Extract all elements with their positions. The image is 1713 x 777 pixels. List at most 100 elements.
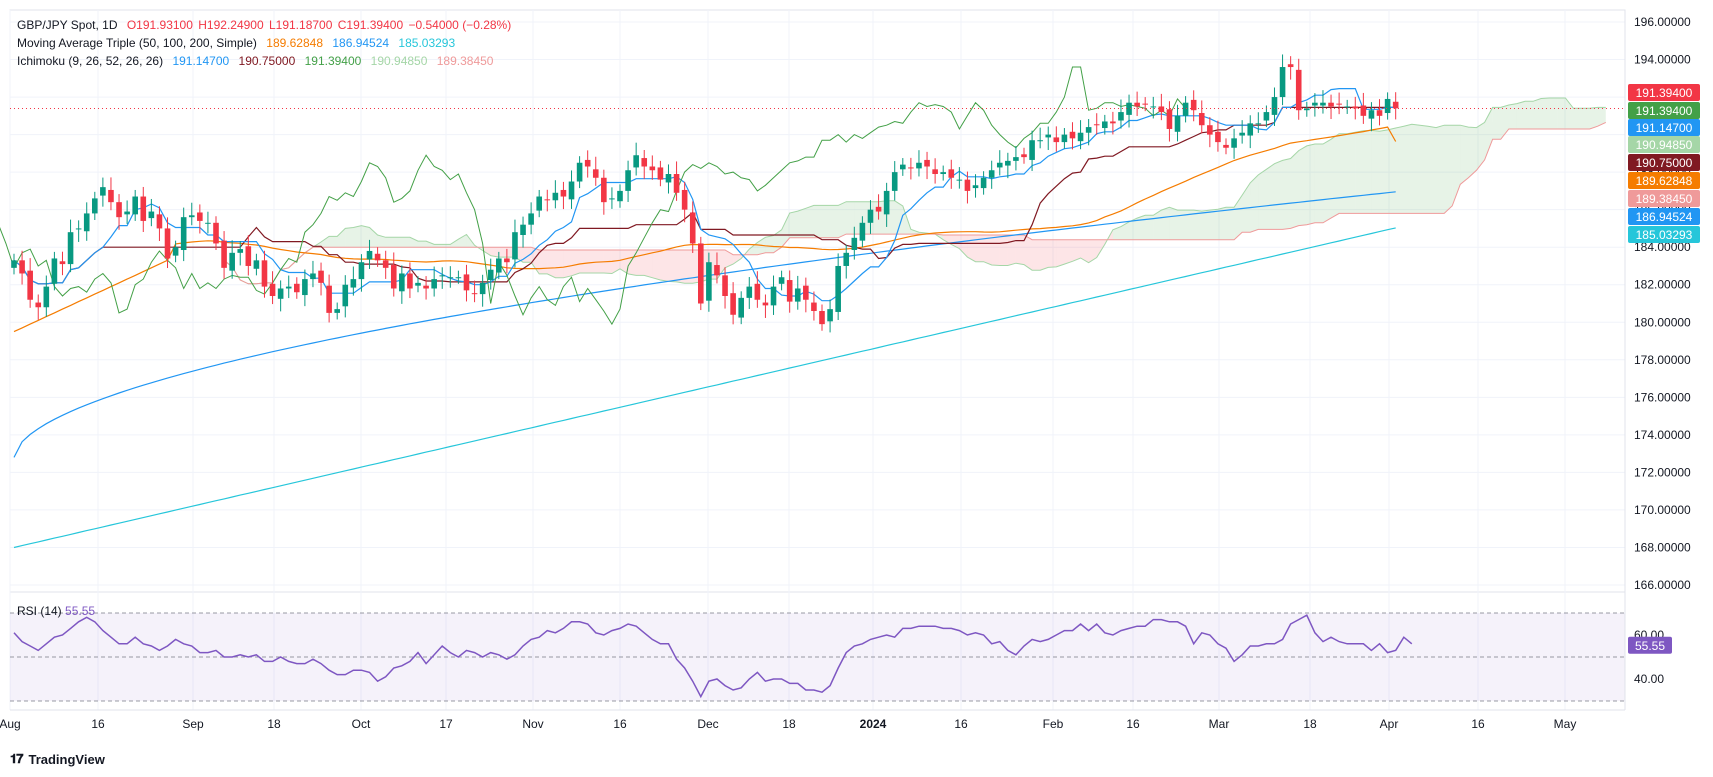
candle-body [487, 269, 494, 281]
cloud-segment [393, 237, 402, 248]
candle-body [447, 277, 454, 279]
price-label-badge [1628, 84, 1700, 101]
cloud-segment [1169, 207, 1178, 240]
cloud-segment [781, 212, 790, 248]
candle-body [932, 169, 938, 175]
price-label-text: 186.94524 [1636, 210, 1693, 224]
price-label-text: 190.75000 [1636, 156, 1693, 170]
candle-body [883, 190, 890, 215]
senkou-span-a [223, 97, 1606, 285]
cloud-segment [353, 225, 362, 248]
candle-body [83, 213, 90, 232]
cloud-segment [1541, 98, 1550, 129]
candle-body [1110, 121, 1116, 124]
candle-body [1215, 131, 1221, 143]
price-label-text: 191.14700 [1636, 121, 1693, 135]
cloud-segment [498, 247, 507, 258]
cloud-segment [1411, 124, 1420, 214]
candle-body [633, 155, 639, 168]
cloud-segment [943, 235, 952, 245]
candle-body [423, 285, 429, 289]
cloud-segment [838, 201, 847, 238]
cloud-segment [684, 250, 693, 284]
candle-body [1320, 102, 1326, 106]
cloud-segment [385, 237, 394, 248]
cloud-segment [1444, 125, 1453, 214]
candle-body [770, 286, 777, 306]
candle-body [382, 260, 389, 268]
candle-body [835, 265, 841, 312]
ma100-line [13, 191, 1396, 458]
cloud-segment [458, 234, 467, 248]
candle-body [1336, 103, 1342, 105]
candle-body [1061, 134, 1068, 143]
ohlc-change: −0.54000 (−0.28%) [408, 18, 512, 32]
cloud-segment [1282, 158, 1291, 230]
cloud-segment [765, 235, 774, 253]
candle-body [1304, 108, 1310, 111]
candle-body [350, 279, 357, 288]
cloud-segment [1339, 133, 1348, 214]
x-tick-label: May [1554, 717, 1577, 731]
chikou-value: 191.39400 [304, 54, 362, 68]
candle-body [1005, 160, 1011, 166]
cloud-segment [1347, 132, 1356, 214]
candle-body [762, 302, 769, 306]
x-tick-label: 17 [439, 717, 453, 731]
candle-body [1263, 112, 1270, 121]
candle-body [520, 224, 526, 236]
cloud-segment [975, 235, 984, 262]
candle-body [996, 162, 1003, 168]
cloud-segment [1007, 235, 1016, 266]
brand-label: TradingView [28, 751, 105, 767]
cloud-segment [1419, 125, 1428, 214]
cloud-segment [1177, 210, 1186, 240]
cloud-segment [1452, 125, 1461, 206]
candle-body [116, 202, 122, 218]
cloud-segment [668, 250, 677, 282]
cloud-segment [1355, 130, 1364, 214]
candle-body [334, 309, 340, 313]
rsi-line [13, 614, 1413, 699]
candle-body [245, 246, 252, 266]
cloud-segment [611, 250, 620, 274]
cloud-segment [1193, 210, 1202, 240]
tradingview-branding[interactable]: 𝟏𝟕 TradingView [10, 751, 105, 767]
cloud-segment [1331, 133, 1340, 219]
price-label-badge [1628, 154, 1700, 171]
x-tick-label: 16 [91, 717, 105, 731]
candle-body [584, 159, 591, 167]
ohlc-close: C191.39400 [337, 18, 404, 32]
cloud-segment [418, 241, 427, 248]
y-tick-label: 168.00000 [1634, 540, 1691, 554]
candle-body [318, 270, 324, 283]
candle-body [778, 277, 785, 284]
cloud-segment [337, 228, 346, 248]
cloud-segment [991, 235, 1000, 266]
candle-body [1013, 157, 1019, 161]
cloud-segment [1597, 107, 1606, 127]
cloud-segment [1226, 207, 1235, 240]
candle-body [641, 158, 648, 167]
y-tick-label: 176.00000 [1634, 390, 1691, 404]
candle-body [479, 282, 486, 295]
candle-body [568, 181, 575, 200]
candle-body [1190, 99, 1197, 111]
candle-body [794, 288, 801, 302]
candle-body [326, 285, 332, 313]
cloud-segment [345, 227, 354, 248]
symbol-title: GBP/JPY Spot, 1D [17, 18, 118, 32]
ma50-value: 189.62848 [266, 36, 323, 50]
cloud-segment [555, 250, 564, 278]
candle-body [59, 261, 66, 265]
x-tick-label: Sep [182, 717, 204, 731]
candle-body [108, 189, 114, 203]
candle-body [803, 285, 809, 300]
y-tick-label: 194.00000 [1634, 53, 1691, 67]
cloud-segment [442, 244, 451, 248]
y-tick-label: 178.00000 [1634, 353, 1691, 367]
cloud-segment [967, 235, 976, 262]
cloud-segment [1403, 124, 1412, 214]
candle-body [1166, 109, 1173, 129]
